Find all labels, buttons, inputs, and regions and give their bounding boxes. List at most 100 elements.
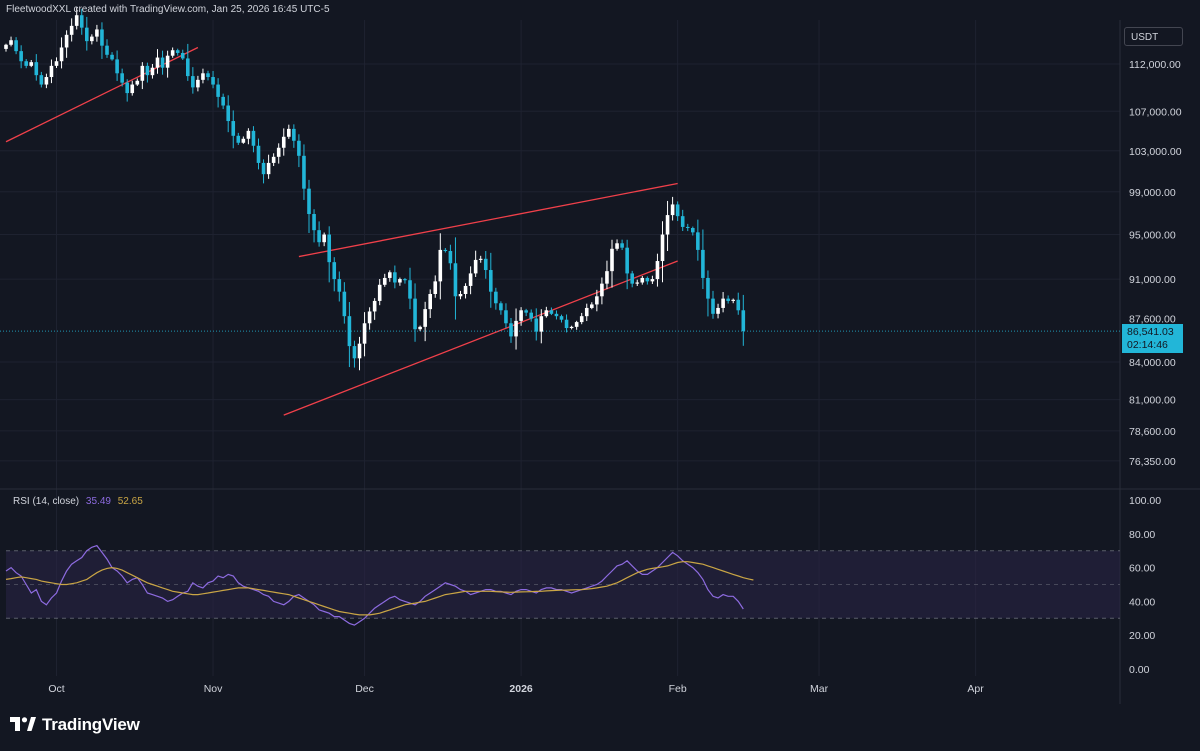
rsi-band	[6, 550, 1120, 619]
candle-body	[655, 261, 660, 280]
time-tick-label: Nov	[204, 683, 223, 695]
candle-body	[105, 45, 109, 55]
candle-body	[9, 40, 13, 45]
candle-body	[499, 303, 503, 311]
price-tick-label: 112,000.00	[1129, 59, 1181, 71]
candle-body	[453, 263, 458, 297]
candle-body	[584, 307, 589, 317]
candle-body	[302, 155, 306, 189]
candle-body	[509, 323, 513, 337]
candle-body	[388, 272, 392, 278]
candle-body	[423, 309, 427, 327]
rsi-ma-value: 52.65	[117, 496, 143, 507]
price-tick-label: 91,000.00	[1129, 274, 1176, 286]
candle-body	[478, 258, 483, 260]
candle-body	[271, 156, 276, 163]
candle-body	[85, 27, 89, 42]
candle-body	[590, 304, 594, 308]
candle-body	[549, 310, 554, 314]
currency-badge[interactable]: USDT	[1124, 27, 1183, 46]
tradingview-logo[interactable]: TradingView	[10, 715, 140, 735]
candle-body	[635, 282, 640, 284]
candle-body	[731, 299, 735, 301]
candle-body	[438, 249, 443, 282]
candle-body	[206, 73, 210, 78]
candle-body	[191, 76, 195, 88]
candle-body	[4, 44, 8, 49]
candle-body	[115, 59, 119, 74]
candle-body	[327, 234, 331, 263]
candle-body	[266, 162, 271, 175]
rsi-value: 35.49	[85, 496, 111, 507]
candle-body	[529, 312, 533, 319]
candle-body	[150, 67, 155, 76]
candle-body	[49, 65, 54, 78]
candle-body	[660, 234, 665, 262]
candle-body	[595, 296, 599, 305]
candle-body	[34, 62, 39, 76]
candle-body	[312, 214, 316, 231]
candle-body	[362, 323, 367, 344]
rsi-tick-label: 40.00	[1129, 596, 1155, 608]
price-tick-label-hidden: 87,600.00	[1129, 314, 1176, 326]
price-tick-label: 103,000.00	[1129, 146, 1182, 158]
candle-body	[665, 215, 670, 235]
candle-body	[24, 61, 28, 66]
price-tick-label: 81,000.00	[1129, 395, 1176, 407]
rsi-legend[interactable]: RSI (14, close) 35.49 52.65	[13, 496, 147, 507]
candle-body	[256, 145, 261, 163]
candle-body	[95, 29, 99, 37]
candle-body	[241, 138, 246, 143]
candle-body	[398, 279, 402, 283]
time-tick-label: Feb	[669, 683, 687, 695]
candle-body	[473, 259, 478, 274]
price-tick-label: 95,000.00	[1129, 230, 1176, 242]
rsi-tick-label: 20.00	[1129, 630, 1155, 642]
price-tick-label: 107,000.00	[1129, 106, 1182, 118]
price-tick-label: 76,350.00	[1129, 456, 1176, 468]
candle-body	[721, 298, 725, 308]
chart-caption: FleetwoodXXL created with TradingView.co…	[6, 4, 330, 15]
candle-body	[19, 51, 23, 62]
candle-body	[625, 247, 629, 274]
candle-body	[559, 316, 564, 320]
candle-body	[170, 50, 175, 56]
candle-body	[337, 279, 342, 292]
axis-labels: 112,000.00 107,000.00 103,000.00 99,000.00 9…	[48, 59, 1181, 695]
time-tick-label: Mar	[810, 683, 829, 695]
candle-body	[615, 243, 619, 249]
candle-body	[544, 310, 549, 317]
candle-body	[605, 271, 609, 284]
candle-body	[120, 73, 124, 83]
candle-body	[685, 226, 690, 229]
candle-body	[504, 310, 508, 324]
candle-body	[539, 316, 544, 332]
candle-body	[377, 284, 382, 301]
candle-body	[69, 25, 74, 35]
candle-body	[519, 310, 523, 321]
candle-body	[100, 29, 104, 46]
candle-body	[160, 57, 165, 68]
candle-body	[458, 293, 463, 297]
candle-body	[468, 273, 473, 286]
candle-body	[483, 258, 488, 271]
candle-body	[175, 50, 180, 53]
candle-body	[670, 204, 675, 216]
candle-body	[443, 249, 448, 252]
candle-body	[287, 128, 291, 137]
candle-body	[186, 58, 190, 77]
candle-body	[367, 311, 372, 324]
candle-body	[216, 84, 220, 97]
candle-body	[261, 162, 266, 175]
candle-body	[382, 277, 387, 285]
candle-body	[569, 326, 574, 329]
trendline-wedge-bottom	[283, 260, 678, 416]
candle-body	[579, 316, 584, 323]
candle-body	[620, 243, 624, 248]
rsi-tick-label: 0.00	[1129, 664, 1150, 676]
candle-body	[332, 262, 337, 280]
candle-body	[428, 293, 432, 310]
candle-body	[292, 128, 296, 141]
candle-body	[342, 291, 347, 317]
rsi-tick-label: 60.00	[1129, 563, 1155, 575]
